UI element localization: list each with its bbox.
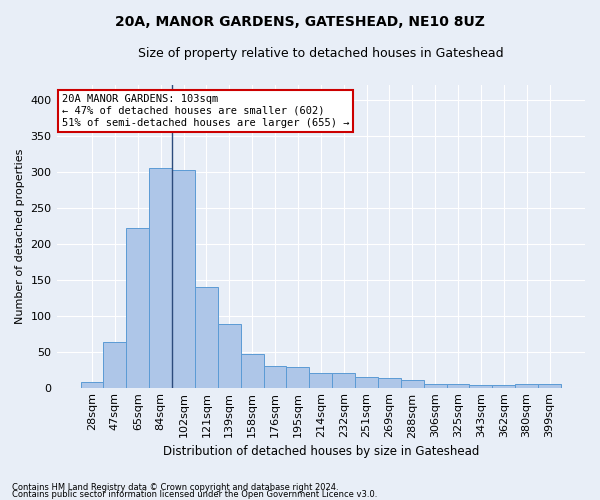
Bar: [332, 373, 355, 388]
Bar: [538, 384, 561, 388]
Bar: [401, 380, 424, 388]
Text: Contains HM Land Registry data © Crown copyright and database right 2024.: Contains HM Land Registry data © Crown c…: [12, 484, 338, 492]
Bar: [515, 384, 538, 388]
Bar: [127, 228, 149, 388]
Bar: [149, 168, 172, 388]
Bar: [103, 342, 127, 388]
Bar: [378, 378, 401, 388]
Title: Size of property relative to detached houses in Gateshead: Size of property relative to detached ho…: [138, 48, 503, 60]
Bar: [80, 382, 103, 388]
Text: 20A MANOR GARDENS: 103sqm
← 47% of detached houses are smaller (602)
51% of semi: 20A MANOR GARDENS: 103sqm ← 47% of detac…: [62, 94, 349, 128]
Text: Contains public sector information licensed under the Open Government Licence v3: Contains public sector information licen…: [12, 490, 377, 499]
Bar: [218, 324, 241, 388]
X-axis label: Distribution of detached houses by size in Gateshead: Distribution of detached houses by size …: [163, 444, 479, 458]
Bar: [172, 170, 195, 388]
Bar: [355, 377, 378, 388]
Bar: [241, 354, 263, 388]
Bar: [286, 368, 310, 388]
Bar: [424, 384, 446, 388]
Bar: [493, 386, 515, 388]
Bar: [469, 386, 493, 388]
Y-axis label: Number of detached properties: Number of detached properties: [15, 148, 25, 324]
Bar: [446, 384, 469, 388]
Bar: [195, 287, 218, 388]
Text: 20A, MANOR GARDENS, GATESHEAD, NE10 8UZ: 20A, MANOR GARDENS, GATESHEAD, NE10 8UZ: [115, 15, 485, 29]
Bar: [263, 366, 286, 388]
Bar: [310, 373, 332, 388]
